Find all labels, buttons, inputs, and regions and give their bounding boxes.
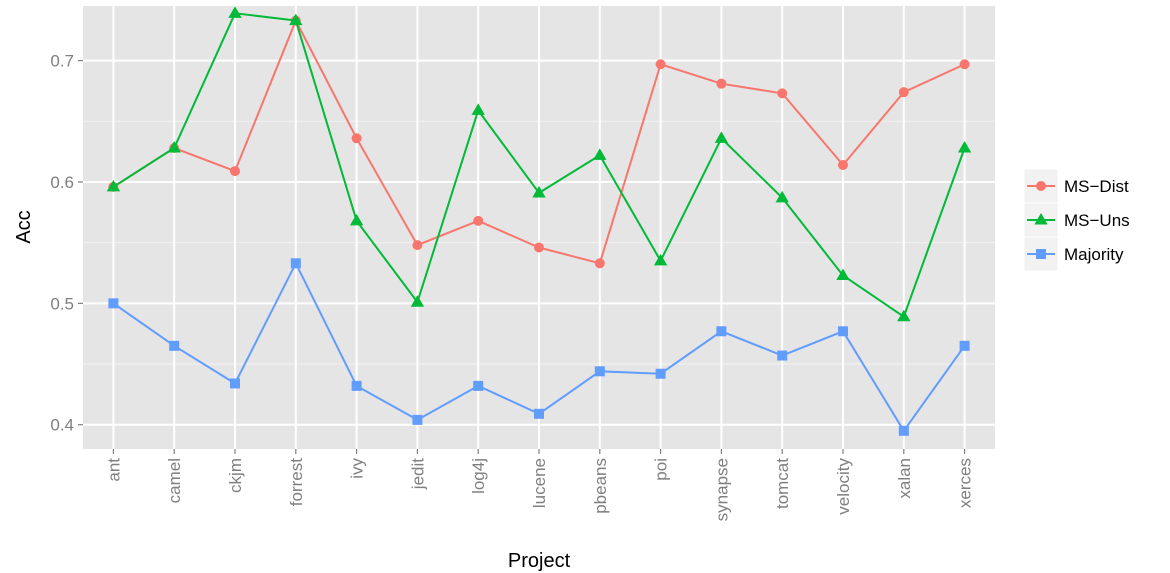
series-0-point-ivy [351,133,362,144]
series-1-point-xerces [957,141,972,153]
y-tick-label-1: 0.5 [50,294,74,313]
series-0-point-ckjm [230,166,240,177]
series-2-point-camel [169,340,180,351]
series-2-point-lucene [534,408,544,419]
series-0-point-xerces [959,59,970,70]
x-tick-label-xerces: xerces [956,458,975,508]
major-gridlines [83,6,995,449]
series-1-point-forrest [289,13,303,26]
x-tick-label-tomcat: tomcat [773,458,792,509]
series-2-point-jedit [412,414,423,425]
series-2 [108,258,970,436]
series-1-point-log4j [471,103,485,115]
x-tick-label-ant: ant [104,458,123,482]
series-1-point-lucene [532,185,546,198]
series-0-point-xalan [898,87,909,98]
y-tick-label-3: 0.7 [50,52,74,71]
series-1 [106,6,972,322]
series-2-point-log4j [473,380,484,391]
x-tick-label-synapse: synapse [712,458,731,521]
legend-key-marker-1 [1034,213,1048,225]
x-tick-label-pbeans: pbeans [591,458,610,514]
x-axis: ant camel ckjm forrest ivy jedit log4j lucene pb… [104,449,975,521]
series-1-point-pbeans [593,148,607,160]
x-tick-label-ckjm: ckjm [226,458,245,493]
x-tick-label-velocity: velocity [834,458,853,515]
series-1-point-velocity [836,268,850,280]
y-tick-label-0: 0.4 [50,416,74,435]
legend-label-0: MS−Dist [1064,177,1129,196]
x-tick-label-log4j: log4j [469,458,488,494]
y-axis-title: Acc [13,210,35,243]
series-1-point-ant [106,179,121,192]
series-0-point-tomcat [777,88,788,99]
series-1-point-ivy [349,213,364,226]
series-2-point-ckjm [230,378,240,389]
x-tick-label-camel: camel [165,458,184,503]
legend-label-2: Majority [1064,245,1124,264]
series-1-point-ckjm [228,6,242,18]
legend-key-marker-0 [1036,181,1046,191]
series-1-point-jedit [410,295,425,307]
legend-item-0: MS−Dist [1023,168,1129,204]
legend: MS−Dist MS−Uns Majority [1023,168,1130,272]
series-2-point-xerces [959,340,970,351]
legend-key-marker-2 [1036,249,1046,259]
series-0-point-poi [655,59,666,70]
y-tick-label-2: 0.6 [50,173,74,192]
x-tick-label-poi: poi [652,458,671,481]
series-2-point-xalan [898,425,909,436]
series-2-point-synapse [716,326,727,337]
x-tick-label-xalan: xalan [895,458,914,499]
series-layer [106,6,972,436]
series-2-point-ant [108,298,119,309]
series-2-point-forrest [290,258,301,269]
legend-label-1: MS−Uns [1064,211,1130,230]
series-0-point-log4j [473,215,484,226]
series-0-point-pbeans [594,258,605,269]
series-0-point-synapse [716,78,727,89]
legend-item-1: MS−Uns [1023,202,1130,238]
x-axis-title: Project [508,550,571,572]
series-2-point-velocity [838,326,848,337]
series-2-point-tomcat [777,350,788,361]
series-1-point-tomcat [775,190,789,203]
y-axis: 0.4 0.5 0.6 0.7 [50,52,83,435]
series-2-point-poi [655,368,666,379]
x-tick-label-ivy: ivy [348,458,367,479]
x-tick-label-forrest: forrest [287,458,306,506]
series-1-point-synapse [714,131,729,143]
series-1-point-xalan [897,309,911,322]
series-2-point-ivy [351,380,362,391]
series-1-point-camel [167,141,181,153]
series-0-point-velocity [838,159,848,170]
x-tick-label-lucene: lucene [530,458,549,508]
series-2-point-pbeans [594,366,605,377]
series-0-point-lucene [534,242,544,253]
series-1-point-poi [653,253,668,266]
x-tick-label-jedit: jedit [408,458,427,490]
legend-item-2: Majority [1023,236,1124,272]
series-0-point-jedit [412,240,423,251]
